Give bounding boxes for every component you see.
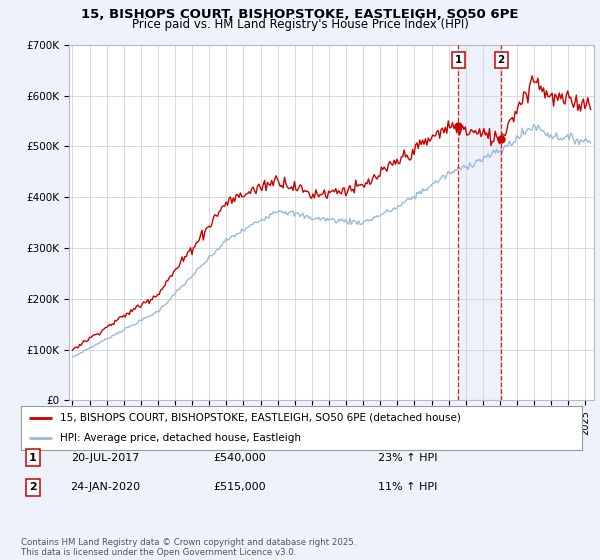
Text: 11% ↑ HPI: 11% ↑ HPI bbox=[378, 482, 437, 492]
Text: 2: 2 bbox=[497, 55, 505, 65]
Bar bbox=[458, 45, 501, 400]
Text: 20-JUL-2017: 20-JUL-2017 bbox=[71, 452, 139, 463]
Text: Contains HM Land Registry data © Crown copyright and database right 2025.
This d: Contains HM Land Registry data © Crown c… bbox=[21, 538, 356, 557]
Text: 15, BISHOPS COURT, BISHOPSTOKE, EASTLEIGH, SO50 6PE (detached house): 15, BISHOPS COURT, BISHOPSTOKE, EASTLEIG… bbox=[60, 413, 461, 423]
Text: 23% ↑ HPI: 23% ↑ HPI bbox=[378, 452, 437, 463]
Text: £515,000: £515,000 bbox=[214, 482, 266, 492]
Text: 15, BISHOPS COURT, BISHOPSTOKE, EASTLEIGH, SO50 6PE: 15, BISHOPS COURT, BISHOPSTOKE, EASTLEIG… bbox=[81, 8, 519, 21]
Text: HPI: Average price, detached house, Eastleigh: HPI: Average price, detached house, East… bbox=[60, 433, 301, 443]
Text: £540,000: £540,000 bbox=[214, 452, 266, 463]
Text: Price paid vs. HM Land Registry's House Price Index (HPI): Price paid vs. HM Land Registry's House … bbox=[131, 18, 469, 31]
Text: 1: 1 bbox=[29, 452, 37, 463]
Text: 24-JAN-2020: 24-JAN-2020 bbox=[70, 482, 140, 492]
Text: 2: 2 bbox=[29, 482, 37, 492]
Text: 1: 1 bbox=[454, 55, 461, 65]
